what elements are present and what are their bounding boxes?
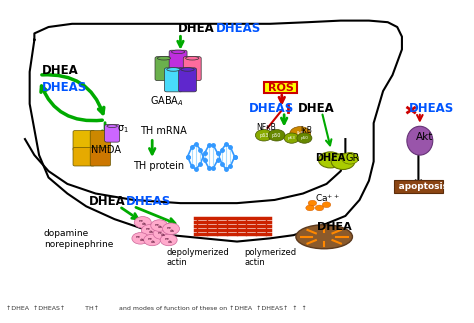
Ellipse shape xyxy=(172,50,185,54)
Circle shape xyxy=(319,152,342,168)
Text: p63: p63 xyxy=(259,133,269,138)
FancyBboxPatch shape xyxy=(105,124,119,142)
Text: DHEA: DHEA xyxy=(41,64,78,77)
Circle shape xyxy=(331,153,355,170)
Circle shape xyxy=(284,133,299,143)
FancyBboxPatch shape xyxy=(90,147,110,166)
Text: ne: ne xyxy=(164,237,169,241)
Text: da: da xyxy=(170,229,175,233)
Ellipse shape xyxy=(186,57,199,60)
Ellipse shape xyxy=(181,68,194,71)
Text: DHEAS: DHEAS xyxy=(216,22,261,35)
FancyBboxPatch shape xyxy=(73,147,95,166)
Text: depolymerized: depolymerized xyxy=(166,248,229,257)
Text: NFκB: NFκB xyxy=(256,123,275,132)
Circle shape xyxy=(151,220,168,231)
Text: norepinephrine: norepinephrine xyxy=(44,240,113,249)
Text: dopamine: dopamine xyxy=(44,229,89,238)
Text: da: da xyxy=(158,225,163,229)
FancyBboxPatch shape xyxy=(183,57,201,81)
FancyBboxPatch shape xyxy=(179,68,197,92)
Text: DHEA: DHEA xyxy=(315,153,345,163)
Text: DHEA: DHEA xyxy=(298,102,335,115)
Text: actin: actin xyxy=(166,258,187,267)
Text: ne: ne xyxy=(167,226,172,230)
Text: da: da xyxy=(142,222,146,226)
Text: ne: ne xyxy=(155,223,160,226)
FancyBboxPatch shape xyxy=(73,130,95,151)
Text: da: da xyxy=(151,240,156,244)
Circle shape xyxy=(255,130,273,141)
Circle shape xyxy=(297,133,312,143)
Text: TH mRNA: TH mRNA xyxy=(140,126,187,136)
Text: DHEAS: DHEAS xyxy=(41,81,87,94)
Circle shape xyxy=(132,233,149,244)
Text: DHEA: DHEA xyxy=(89,195,125,208)
Text: polymerized: polymerized xyxy=(244,248,296,257)
Text: ↑DHEA  ↑DHEAS↑          TH↑          and modes of function of these on ↑DHEA  ↑D: ↑DHEA ↑DHEAS↑ TH↑ and modes of function … xyxy=(6,306,307,311)
Circle shape xyxy=(134,217,151,228)
Text: actin: actin xyxy=(244,258,265,267)
Text: da: da xyxy=(149,230,154,234)
Circle shape xyxy=(163,223,180,234)
Text: p50: p50 xyxy=(301,136,308,140)
Text: ROS: ROS xyxy=(268,83,293,92)
Text: GR: GR xyxy=(346,153,360,163)
Text: IκB: IκB xyxy=(301,126,312,135)
Circle shape xyxy=(290,127,310,141)
Text: Ca$^{++}$: Ca$^{++}$ xyxy=(315,193,340,204)
FancyBboxPatch shape xyxy=(264,82,297,93)
Text: ne: ne xyxy=(148,237,153,241)
Ellipse shape xyxy=(296,225,353,249)
Text: DHEAS: DHEAS xyxy=(249,102,294,115)
Circle shape xyxy=(268,130,285,141)
Circle shape xyxy=(315,205,324,211)
Text: DHEAS: DHEAS xyxy=(409,102,454,115)
Text: GABA$_A$: GABA$_A$ xyxy=(150,94,183,108)
Text: σ$_1$: σ$_1$ xyxy=(117,124,129,135)
Text: NMDA: NMDA xyxy=(91,145,121,155)
Text: ne: ne xyxy=(136,235,141,239)
Ellipse shape xyxy=(107,125,117,128)
Text: ne: ne xyxy=(138,219,143,224)
Text: TH protein: TH protein xyxy=(133,161,184,171)
Circle shape xyxy=(308,200,317,206)
Text: da: da xyxy=(161,234,165,237)
Text: ne: ne xyxy=(157,231,162,234)
Text: DHEAS: DHEAS xyxy=(126,195,172,208)
Text: p50: p50 xyxy=(272,133,281,138)
FancyBboxPatch shape xyxy=(164,68,182,92)
Circle shape xyxy=(160,234,177,246)
Text: ne: ne xyxy=(146,227,150,231)
Text: DHEA: DHEA xyxy=(178,22,215,35)
FancyBboxPatch shape xyxy=(394,180,443,193)
Ellipse shape xyxy=(407,126,433,155)
Circle shape xyxy=(141,224,158,236)
Text: da: da xyxy=(139,238,144,242)
Circle shape xyxy=(306,205,314,211)
Circle shape xyxy=(144,234,161,246)
Circle shape xyxy=(153,228,170,239)
Text: IkB: IkB xyxy=(296,131,304,136)
FancyBboxPatch shape xyxy=(169,50,187,74)
FancyBboxPatch shape xyxy=(90,130,110,151)
Text: da: da xyxy=(168,240,173,244)
Text: ↓ apoptosis: ↓ apoptosis xyxy=(388,182,448,191)
Circle shape xyxy=(342,152,358,164)
Text: Akt: Akt xyxy=(416,132,433,142)
Text: DHEA: DHEA xyxy=(317,222,352,232)
Text: p63: p63 xyxy=(288,136,296,140)
Circle shape xyxy=(322,202,331,208)
FancyBboxPatch shape xyxy=(155,57,173,81)
Ellipse shape xyxy=(167,68,180,71)
Ellipse shape xyxy=(157,57,171,60)
